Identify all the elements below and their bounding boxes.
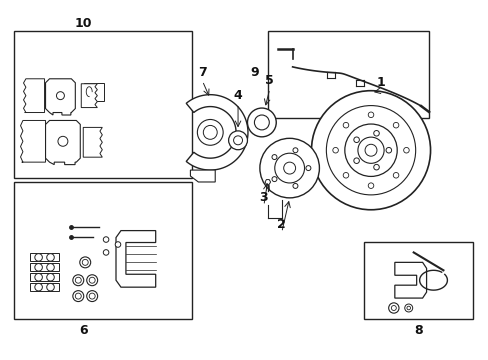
Bar [364, 242, 472, 319]
Bar [14, 31, 192, 178]
Circle shape [47, 274, 54, 281]
Circle shape [325, 105, 415, 195]
Circle shape [403, 148, 408, 153]
Circle shape [292, 148, 297, 153]
Circle shape [82, 260, 88, 265]
Polygon shape [190, 170, 215, 182]
Circle shape [390, 306, 395, 310]
Circle shape [47, 264, 54, 271]
Circle shape [75, 277, 81, 283]
Circle shape [357, 137, 384, 163]
Circle shape [197, 120, 223, 145]
Circle shape [367, 112, 373, 118]
Circle shape [385, 148, 391, 153]
Text: 5: 5 [265, 74, 274, 87]
Polygon shape [45, 121, 80, 165]
Polygon shape [30, 264, 60, 271]
Circle shape [247, 108, 276, 137]
Circle shape [271, 154, 276, 159]
Circle shape [388, 303, 398, 313]
Polygon shape [30, 273, 60, 281]
Circle shape [73, 275, 83, 286]
Circle shape [353, 137, 359, 143]
Circle shape [35, 264, 42, 271]
Circle shape [58, 136, 68, 146]
Text: 6: 6 [79, 324, 87, 337]
Polygon shape [45, 79, 75, 115]
Circle shape [343, 122, 348, 128]
Polygon shape [84, 83, 104, 100]
Circle shape [392, 122, 398, 128]
Circle shape [47, 254, 54, 261]
Circle shape [274, 153, 304, 183]
Circle shape [305, 166, 310, 171]
Circle shape [292, 184, 297, 188]
Circle shape [89, 293, 95, 299]
Circle shape [392, 172, 398, 178]
Circle shape [103, 249, 109, 255]
Polygon shape [20, 121, 45, 162]
Polygon shape [81, 84, 97, 108]
Circle shape [365, 144, 376, 156]
Polygon shape [264, 180, 270, 184]
Circle shape [80, 257, 90, 268]
Circle shape [271, 177, 276, 181]
Circle shape [73, 291, 83, 302]
Text: 1: 1 [376, 76, 385, 89]
Circle shape [56, 92, 64, 100]
Circle shape [89, 277, 95, 283]
Polygon shape [116, 231, 155, 287]
Polygon shape [30, 253, 60, 261]
Text: 2: 2 [277, 218, 285, 231]
Text: 4: 4 [233, 89, 242, 102]
Text: 3: 3 [259, 192, 267, 204]
Bar [14, 182, 192, 319]
Circle shape [35, 283, 42, 291]
Circle shape [86, 291, 98, 302]
Circle shape [203, 125, 217, 139]
Text: 8: 8 [413, 324, 422, 337]
Circle shape [406, 306, 409, 310]
Circle shape [103, 237, 109, 242]
Circle shape [343, 172, 348, 178]
Circle shape [283, 162, 295, 174]
Text: 10: 10 [74, 17, 92, 30]
Circle shape [86, 275, 98, 286]
Text: 9: 9 [250, 66, 259, 79]
Text: 7: 7 [198, 66, 206, 79]
Circle shape [373, 131, 379, 136]
Circle shape [47, 283, 54, 291]
Circle shape [373, 165, 379, 170]
Circle shape [311, 91, 429, 210]
Circle shape [367, 183, 373, 188]
Polygon shape [30, 283, 60, 291]
Circle shape [228, 131, 247, 150]
Circle shape [75, 293, 81, 299]
Bar [267, 31, 427, 118]
Polygon shape [394, 262, 426, 298]
Polygon shape [23, 79, 44, 113]
Circle shape [35, 274, 42, 281]
Circle shape [254, 115, 269, 130]
Circle shape [35, 254, 42, 261]
Circle shape [353, 158, 359, 163]
Circle shape [404, 304, 412, 312]
Circle shape [259, 138, 319, 198]
Circle shape [115, 242, 121, 247]
Polygon shape [83, 127, 102, 157]
Circle shape [233, 136, 242, 145]
Circle shape [344, 124, 396, 176]
Polygon shape [186, 95, 247, 170]
Circle shape [332, 148, 338, 153]
